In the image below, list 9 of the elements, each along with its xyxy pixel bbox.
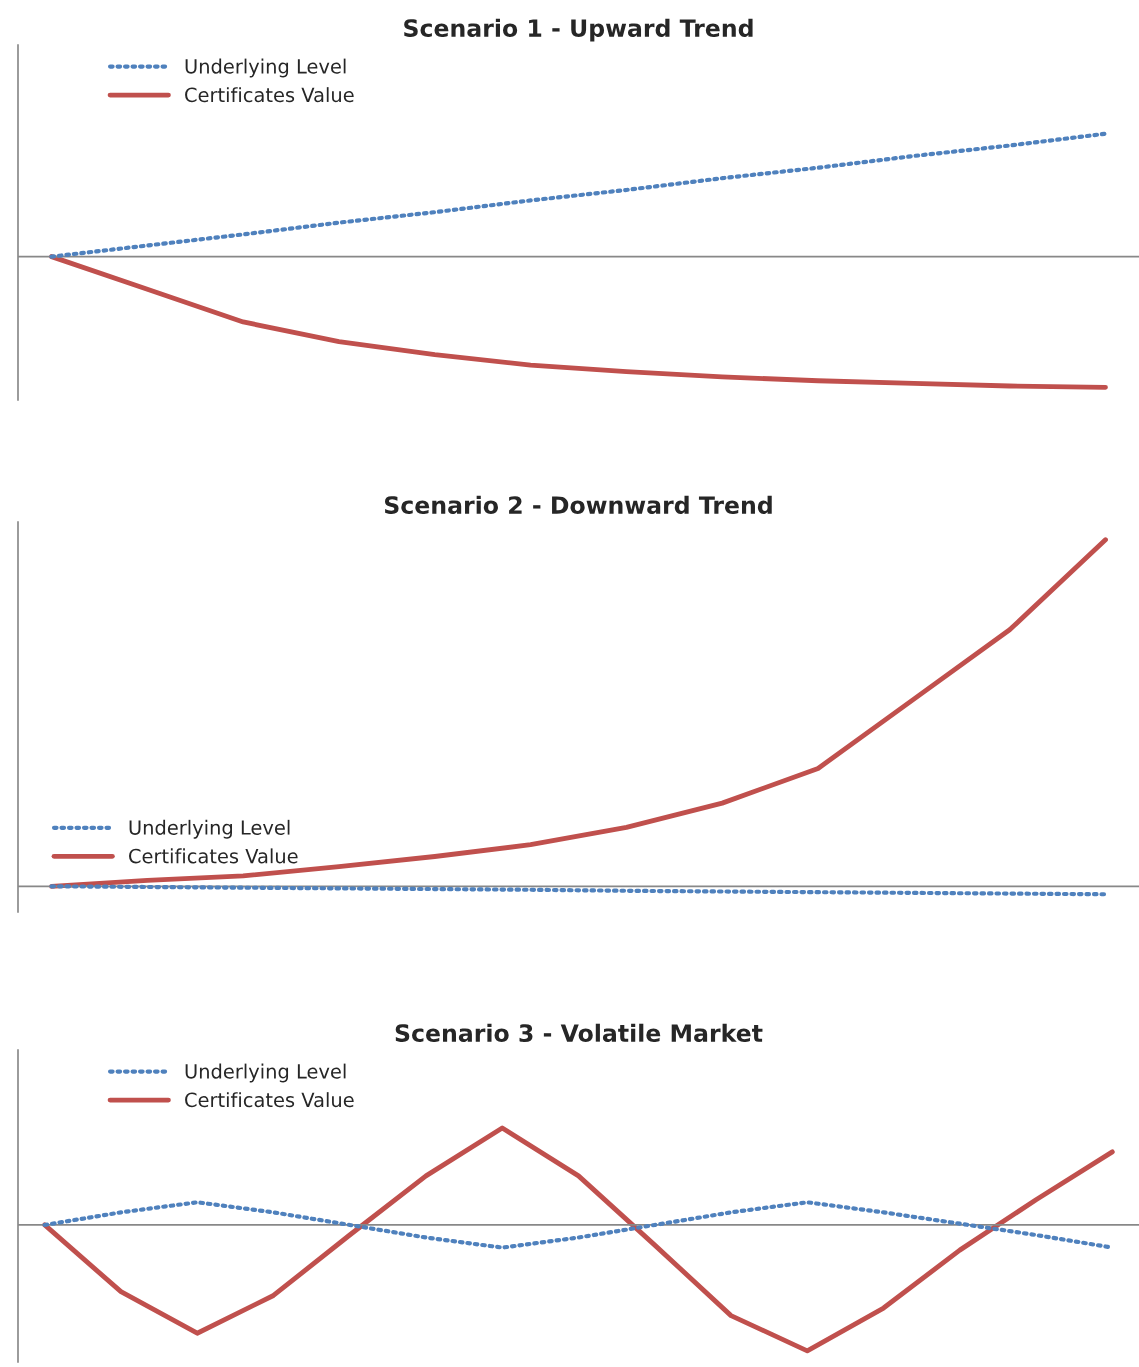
legend-label: Underlying Level bbox=[185, 58, 346, 78]
chart-title: Scenario 1 - Upward Trend bbox=[404, 18, 753, 42]
chart-title: Scenario 2 - Downward Trend bbox=[384, 495, 772, 514]
legend-label: Certificates Value bbox=[185, 87, 354, 103]
legend-label: Underlying Level bbox=[129, 819, 290, 839]
legend-label: Certificates Value bbox=[185, 1092, 354, 1108]
chart-title: Scenario 3 - Volatile Market bbox=[395, 1023, 763, 1042]
legend-label: Certificates Value bbox=[129, 848, 298, 864]
legend-label: Underlying Level bbox=[185, 1063, 346, 1083]
